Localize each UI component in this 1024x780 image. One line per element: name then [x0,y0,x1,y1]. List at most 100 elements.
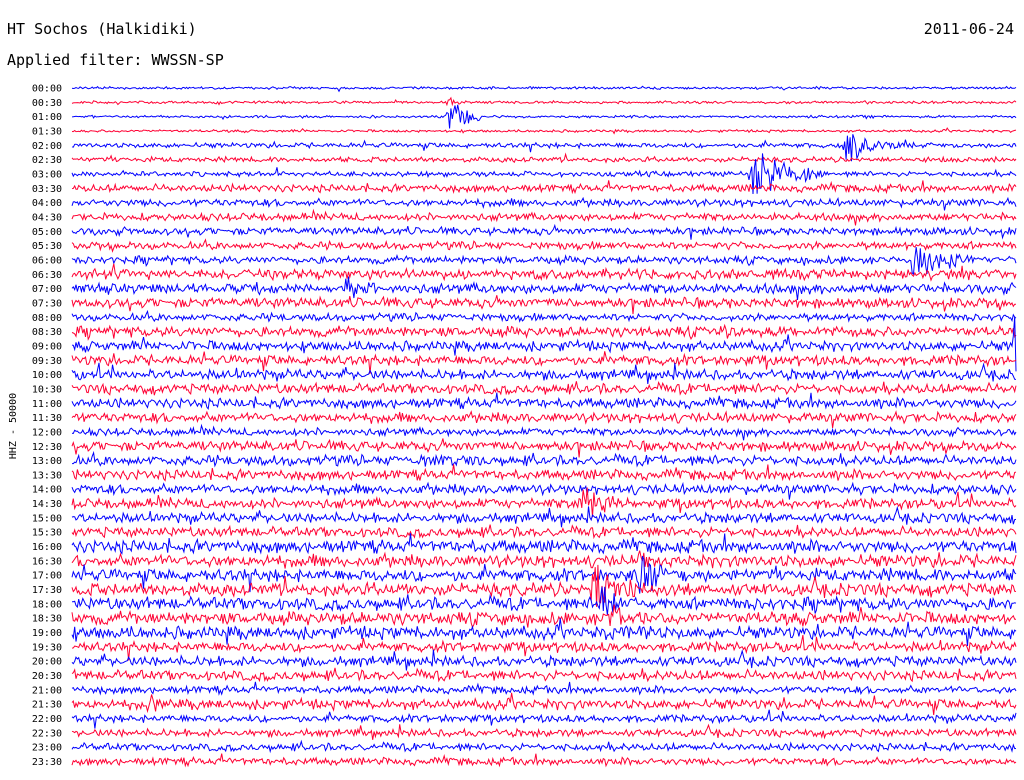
trace-line [71,134,1017,162]
time-tick-label: 22:00 [32,714,62,725]
time-tick-label: 04:00 [32,198,62,209]
time-tick-label: 12:00 [32,427,62,438]
trace-line [71,635,1017,661]
time-tick-label: 02:00 [32,141,62,152]
time-tick-label: 05:30 [32,241,62,252]
time-tick-label: 14:30 [32,499,62,510]
trace-line [71,392,1017,411]
time-tick-label: 06:00 [32,255,62,266]
trace-line [71,410,1017,428]
time-tick-label: 10:00 [32,370,62,381]
trace-group [71,85,1017,768]
time-tick-label: 07:00 [32,284,62,295]
time-tick-label: 14:00 [32,485,62,496]
time-tick-label: 13:00 [32,456,62,467]
trace-line [71,555,1017,594]
time-tick-label: 18:00 [32,599,62,610]
time-tick-label: 03:30 [32,184,62,195]
time-tick-label: 19:30 [32,642,62,653]
time-tick-label: 04:30 [32,212,62,223]
trace-line [71,223,1017,240]
time-tick-label: 08:30 [32,327,62,338]
trace-line [71,604,1016,629]
trace-line [71,487,1017,518]
filter-label: Applied filter: WWSSN-SP [7,51,224,69]
trace-line [71,550,1017,569]
time-tick-label: 01:30 [32,126,62,137]
time-tick-label: 15:30 [32,528,62,539]
trace-line [71,208,1017,226]
time-tick-label: 21:00 [32,685,62,696]
trace-line [71,238,1017,253]
trace-line [71,104,1017,129]
time-tick-label: 20:00 [32,657,62,668]
time-tick-label: 03:00 [32,169,62,180]
trace-line [71,153,1017,195]
trace-line [71,152,1017,164]
time-tick-label: 01:00 [32,112,62,123]
time-tick-label: 05:00 [32,227,62,238]
time-tick-label: 09:00 [32,341,62,352]
time-tick-label: 19:00 [32,628,62,639]
time-tick-label: 20:30 [32,671,62,682]
trace-line [71,464,1017,482]
trace-line [71,564,1017,607]
time-tick-label: 23:30 [32,757,62,768]
time-tick-label: 18:30 [32,614,62,625]
time-tick-label: 11:00 [32,399,62,410]
trace-line [71,753,1017,768]
time-tick-label: 00:30 [32,98,62,109]
trace-line [71,362,1017,384]
time-tick-label: 11:30 [32,413,62,424]
time-tick-label: 17:00 [32,571,62,582]
trace-line [71,681,1017,696]
trace-line [71,380,1017,396]
trace-line [71,618,1017,647]
time-tick-label: 06:30 [32,270,62,281]
trace-line [71,263,1017,282]
trace-line [71,295,1016,315]
trace-line [71,180,1017,195]
time-tick-label: 21:30 [32,700,62,711]
trace-line [71,649,1017,671]
trace-line [72,450,1017,468]
time-tick-label: 13:30 [32,470,62,481]
trace-line [71,423,1017,441]
time-tick-label: 15:00 [32,513,62,524]
time-tick-label: 07:30 [32,298,62,309]
trace-line [72,586,1017,615]
y-axis-label: HHZ - 50000 [8,393,19,459]
time-tick-label: 16:00 [32,542,62,553]
trace-line [71,276,1017,300]
trace-line [71,692,1017,716]
station-title: HT Sochos (Halkidiki) [7,20,197,38]
trace-line [71,247,1017,276]
time-tick-label: 10:30 [32,384,62,395]
time-tick-label: 08:00 [32,313,62,324]
time-tick-label: 02:30 [32,155,62,166]
time-tick-label: 00:00 [32,84,62,95]
trace-line [71,323,1017,341]
trace-line [71,505,1017,528]
trace-line [71,481,1017,500]
trace-line [71,524,1017,540]
trace-line [71,127,1017,135]
time-tick-label: 12:30 [32,442,62,453]
trace-line [71,739,1017,754]
time-tick-labels: 00:00 00:30 01:00 01:30 02:00 02:30 03:00 03:30… [32,84,62,769]
trace-line [71,85,1017,93]
trace-line [71,96,1017,107]
time-tick-label: 17:30 [32,585,62,596]
trace-line [71,709,1017,729]
time-tick-label: 16:30 [32,556,62,567]
trace-line [71,351,1017,374]
trace-line [71,309,1017,323]
trace-line [71,533,1017,555]
trace-line [71,316,1017,372]
record-date: 2011-06-24 [923,20,1014,38]
trace-line [71,196,1017,211]
time-tick-label: 22:30 [32,728,62,739]
trace-line [71,723,1017,740]
time-tick-label: 23:00 [32,743,62,754]
